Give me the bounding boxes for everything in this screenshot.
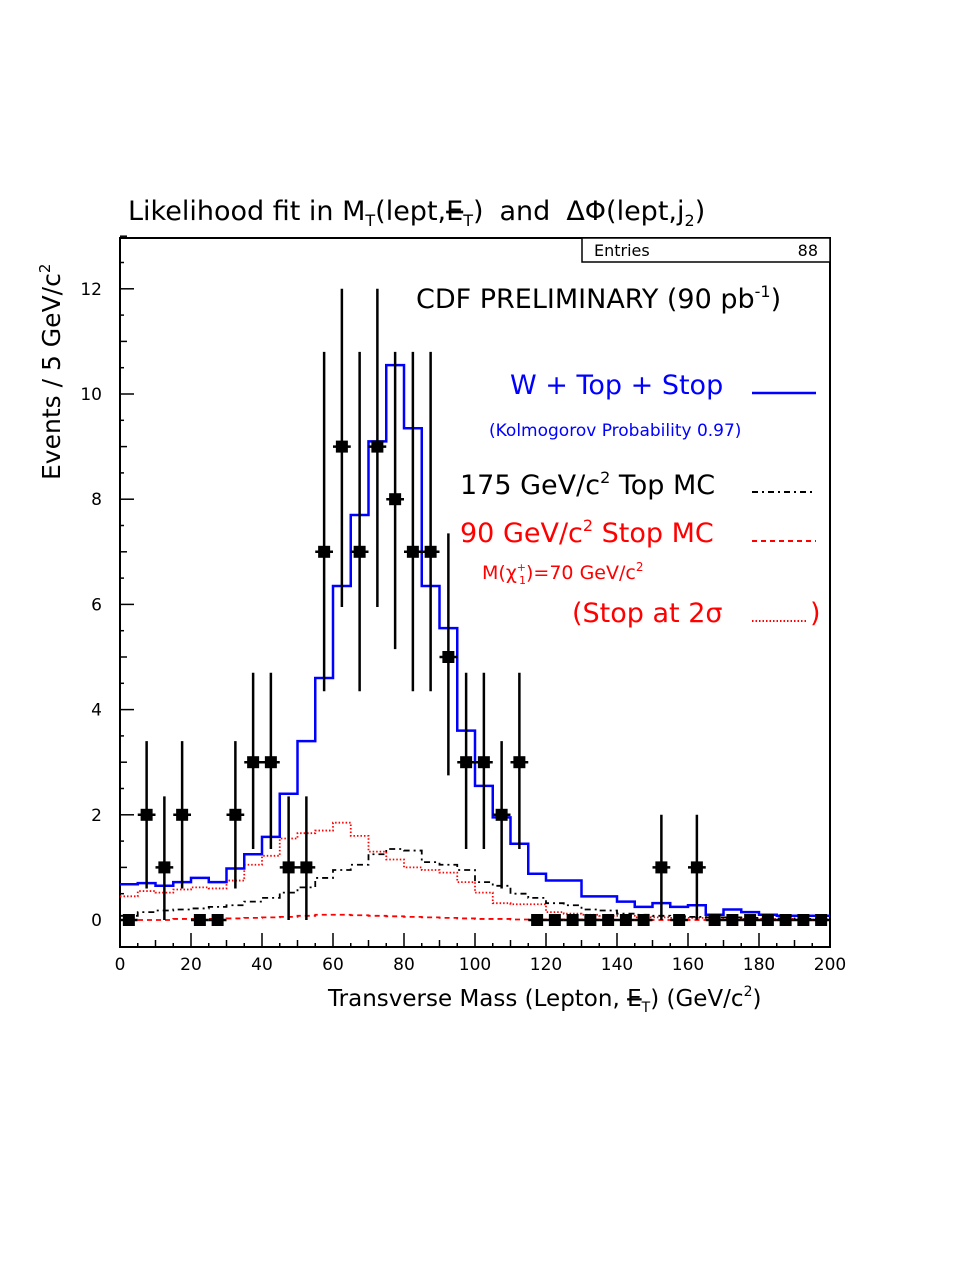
plot-frame (119, 237, 831, 948)
series-layer (120, 363, 830, 921)
data-point (495, 808, 508, 821)
data-point (602, 914, 615, 926)
y-axis-label: Events / 5 GeV/c2 (36, 264, 66, 480)
prelim-annotation: CDF PRELIMINARY (90 pb-1) (416, 282, 781, 315)
series-solid-line (120, 363, 830, 918)
x-tick-label: 20 (180, 955, 202, 975)
x-tick-label: 120 (530, 955, 562, 975)
y-tick-label: 12 (80, 280, 102, 300)
data-point (389, 493, 402, 506)
x-axis-label: Transverse Mass (Lepton, ET) (GeV/c2) (327, 984, 761, 1016)
legend-fit: W + Top + Stop (510, 370, 816, 401)
data-point (229, 808, 242, 821)
data-point (193, 914, 206, 926)
stats-box: Entries 88 (581, 237, 831, 263)
data-point (424, 545, 437, 558)
legend-stop: 90 GeV/c2 Stop MC (460, 516, 816, 549)
data-point (797, 914, 810, 926)
data-point (548, 914, 561, 926)
y-tick-label: 0 (91, 911, 102, 931)
y-tick-label: 2 (91, 806, 102, 826)
data-point (708, 914, 721, 926)
data-point (335, 440, 348, 453)
x-tick-label: 140 (601, 955, 633, 975)
data-point (140, 808, 153, 821)
data-point (264, 756, 277, 769)
data-point (815, 914, 828, 926)
data-point (300, 861, 313, 874)
data-point (176, 808, 189, 821)
series-dashdot-line (120, 848, 830, 920)
data-point (513, 756, 526, 769)
data-point (655, 861, 668, 874)
x-tick-label: 80 (393, 955, 415, 975)
data-point (122, 914, 135, 926)
x-tick-label: 160 (672, 955, 704, 975)
data-point (761, 914, 774, 926)
chargino-annotation: M(χ+ 1)=70 GeV/c2 (482, 560, 643, 587)
legend-top-label: 175 GeV/c2 Top MC (460, 468, 715, 501)
y-tick-label: 8 (91, 490, 102, 510)
x-tick-label: 200 (814, 955, 846, 975)
data-point (584, 914, 597, 926)
data-point (744, 914, 757, 926)
kolmogorov-annotation: (Kolmogorov Probability 0.97) (489, 421, 741, 441)
data-point (211, 914, 224, 926)
data-point (353, 545, 366, 558)
data-point (442, 651, 455, 663)
legend-stop2sigma: (Stop at 2σ ) (572, 598, 821, 629)
data-point (282, 861, 295, 874)
legend-stop-label: 90 GeV/c2 Stop MC (460, 516, 714, 549)
x-tick-label: 180 (743, 955, 775, 975)
stop2sigma-close: ) (810, 598, 821, 629)
stats-entries-label: Entries (594, 241, 650, 260)
data-point (371, 440, 384, 453)
data-point (158, 861, 171, 874)
data-point (779, 914, 792, 926)
data-point (406, 545, 419, 558)
data-point (531, 914, 544, 926)
data-point (690, 861, 703, 874)
y-tick-label: 4 (91, 701, 102, 721)
legend-fit-label: W + Top + Stop (510, 370, 723, 401)
stop2sigma-annotation: (Stop at 2σ (572, 598, 723, 629)
met-symbol: E (446, 196, 463, 227)
data-point (477, 756, 490, 769)
data-point (637, 914, 650, 926)
data-point (566, 914, 579, 926)
y-tick-label: 6 (91, 595, 102, 615)
x-tick-label: 60 (322, 955, 344, 975)
data-point (726, 914, 739, 926)
data-points (120, 288, 830, 926)
chart-title: Likelihood fit in MT(lept,ET) and ΔΦ(lept,… (128, 196, 705, 230)
x-tick-label: 0 (115, 955, 126, 975)
x-axis: 0 20 40 60 80 100 120 140 160 180 200 (115, 933, 846, 975)
data-point (247, 756, 260, 769)
data-point (619, 914, 632, 926)
y-tick-label: 10 (80, 385, 102, 405)
data-point (318, 545, 331, 558)
data-point (460, 756, 473, 769)
y-axis: 0 2 4 6 8 10 12 (80, 235, 134, 931)
x-tick-label: 100 (459, 955, 491, 975)
data-point (673, 914, 686, 926)
legend-top: 175 GeV/c2 Top MC (460, 468, 816, 501)
stats-entries-value: 88 (798, 241, 818, 260)
x-tick-label: 40 (251, 955, 273, 975)
